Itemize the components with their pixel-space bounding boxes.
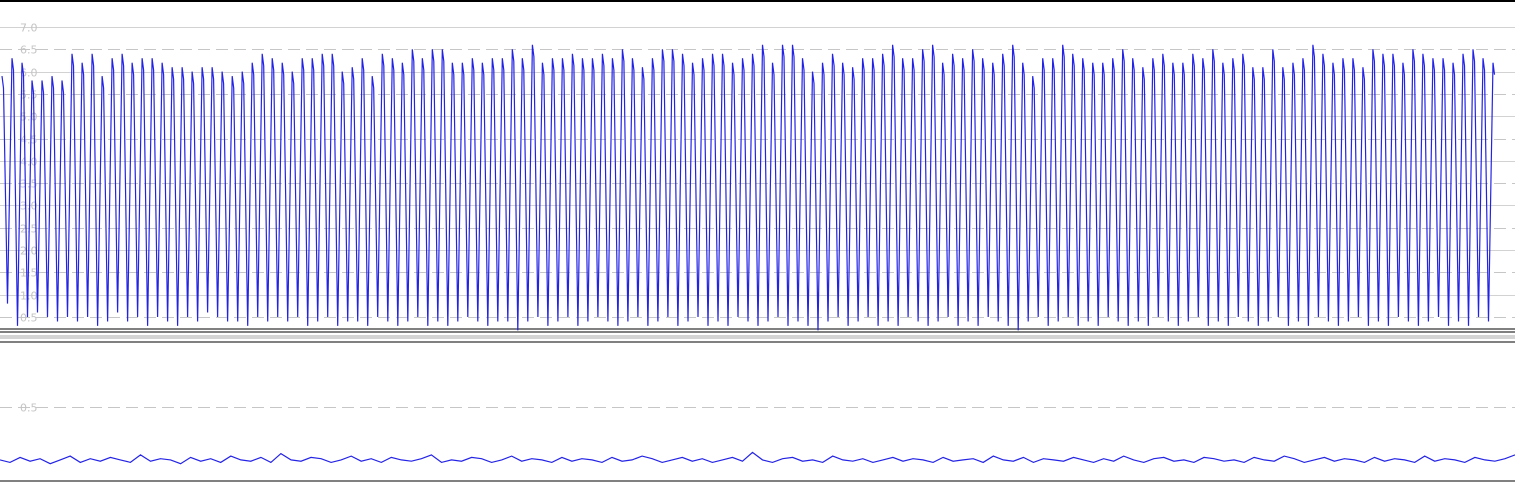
upper-signal-line — [1, 44, 1496, 331]
lower-signal-line — [0, 451, 1515, 465]
upper-panel: 7.06.56.05.55.04.54.03.53.02.52.01.51.00… — [0, 22, 1515, 331]
panel-splitter[interactable] — [0, 331, 1515, 343]
upper-y-tick-label: 5.5 — [20, 89, 38, 102]
upper-y-tick-label: 0.5 — [20, 312, 38, 325]
lower-y-axis-ticks: 0.5 — [20, 402, 38, 415]
splitter-grip[interactable] — [0, 335, 1515, 339]
upper-y-tick-label: 5.0 — [20, 111, 38, 124]
upper-y-tick-label: 3.5 — [20, 178, 38, 191]
upper-y-tick-label: 1.0 — [20, 290, 38, 303]
upper-y-tick-label: 6.0 — [20, 67, 38, 80]
lower-y-tick-label: 0.5 — [20, 402, 38, 415]
lower-panel: 0.5 — [0, 402, 1515, 465]
upper-y-tick-label: 3.0 — [20, 200, 38, 213]
upper-y-tick-label: 6.5 — [20, 44, 38, 57]
upper-y-tick-label: 7.0 — [20, 22, 38, 35]
